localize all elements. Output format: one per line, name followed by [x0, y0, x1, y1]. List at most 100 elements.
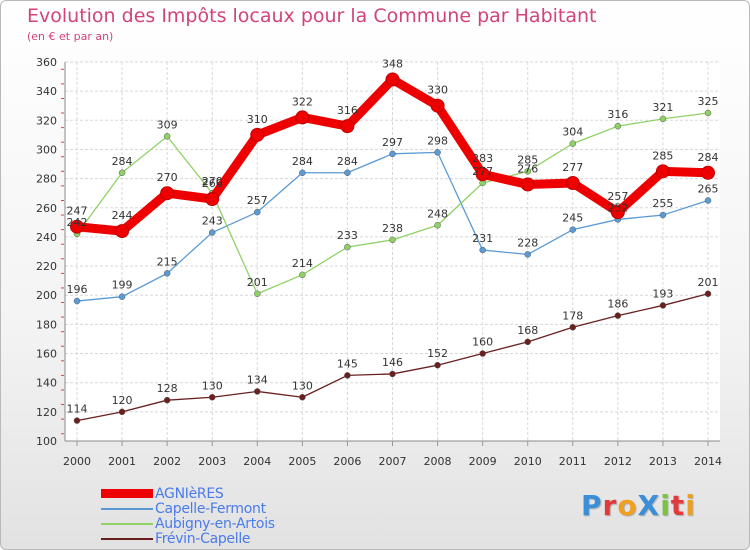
legend-swatch-frevin-capelle	[101, 537, 153, 540]
data-label-frevin-capelle: 114	[67, 403, 88, 416]
axes: 100 120 140 160 180 200 220 240 260 280 300 320 340 3…	[36, 56, 722, 468]
y-tick-label: 100	[36, 435, 57, 448]
data-label-aubigny-en-artois: 304	[562, 126, 583, 139]
data-point-agnieres	[430, 98, 445, 113]
logo-letter: X	[637, 489, 661, 522]
data-label-capelle-fermont: 257	[247, 194, 268, 207]
x-tick-label: 2014	[694, 455, 722, 468]
data-label-aubigny-en-artois: 285	[517, 153, 538, 166]
chart-subtitle: (en € et par an)	[27, 30, 114, 43]
data-point-aubigny-en-artois	[118, 169, 126, 177]
data-label-capelle-fermont: 265	[698, 182, 719, 195]
data-label-agnieres: 244	[112, 209, 133, 222]
x-tick-label: 2005	[288, 455, 316, 468]
data-point-aubigny-en-artois	[344, 243, 351, 251]
data-label-frevin-capelle: 130	[292, 379, 313, 392]
data-label-aubigny-en-artois: 248	[427, 207, 448, 220]
data-point-agnieres	[385, 72, 400, 87]
data-label-capelle-fermont: 252	[607, 201, 628, 214]
y-tick-label: 260	[36, 202, 57, 215]
data-point-frevin-capelle	[389, 370, 396, 378]
x-tick-label: 2002	[153, 455, 181, 468]
data-label-frevin-capelle: 186	[607, 298, 628, 311]
data-point-capelle-fermont	[704, 197, 712, 204]
logo-letter: i	[685, 489, 696, 522]
data-label-agnieres: 348	[382, 57, 403, 70]
x-tick-label: 2003	[198, 455, 226, 468]
data-label-aubigny-en-artois: 270	[202, 175, 223, 188]
data-point-agnieres	[565, 175, 580, 190]
data-point-agnieres	[475, 167, 490, 182]
legend-swatch-aubigny-en-artois	[101, 522, 153, 525]
data-label-aubigny-en-artois: 238	[382, 222, 403, 235]
y-tick-label: 280	[36, 173, 57, 186]
logo-letter: o	[617, 489, 638, 522]
y-tick-label: 220	[36, 260, 57, 273]
data-label-capelle-fermont: 255	[652, 197, 673, 210]
y-tick-label: 320	[36, 114, 57, 127]
data-label-agnieres: 330	[427, 84, 448, 97]
data-point-capelle-fermont	[569, 226, 577, 233]
data-point-agnieres	[610, 205, 625, 220]
data-point-frevin-capelle	[704, 290, 712, 298]
data-label-frevin-capelle: 146	[382, 356, 403, 369]
x-tick-label: 2013	[649, 455, 677, 468]
data-label-capelle-fermont: 199	[112, 279, 133, 292]
y-tick-label: 300	[36, 143, 57, 156]
data-point-agnieres	[160, 186, 175, 201]
data-point-agnieres	[205, 192, 220, 207]
data-label-aubigny-en-artois: 321	[652, 101, 673, 114]
data-label-capelle-fermont: 215	[157, 255, 178, 268]
data-label-frevin-capelle: 152	[427, 347, 448, 360]
legend-item-agnieres: AGNIèRES	[101, 485, 224, 502]
data-label-frevin-capelle: 178	[562, 309, 583, 322]
data-label-capelle-fermont: 297	[382, 136, 403, 149]
data-point-agnieres	[295, 110, 310, 125]
legend-swatch-capelle-fermont	[101, 507, 153, 510]
data-point-frevin-capelle	[344, 372, 351, 379]
data-point-frevin-capelle	[479, 350, 486, 357]
data-point-frevin-capelle	[524, 338, 531, 346]
data-label-frevin-capelle: 145	[337, 357, 358, 370]
data-point-aubigny-en-artois	[659, 115, 667, 123]
data-label-frevin-capelle: 193	[652, 287, 673, 300]
y-tick-label: 180	[36, 318, 57, 331]
data-point-capelle-fermont	[524, 251, 531, 258]
data-label-agnieres: 284	[698, 151, 719, 164]
data-label-aubigny-en-artois: 316	[607, 108, 628, 121]
legend-label-agnieres: AGNIèRES	[155, 485, 224, 502]
data-label-frevin-capelle: 128	[157, 382, 178, 395]
series-group	[70, 72, 715, 424]
data-point-capelle-fermont	[479, 246, 486, 254]
data-label-agnieres: 276	[517, 162, 538, 175]
logo-letter: i	[660, 489, 671, 522]
logo-letter: r	[602, 489, 618, 522]
y-tick-label: 200	[36, 289, 57, 302]
data-label-frevin-capelle: 160	[472, 336, 493, 349]
data-point-capelle-fermont	[208, 229, 216, 236]
data-point-frevin-capelle	[208, 394, 216, 401]
x-tick-label: 2011	[559, 455, 587, 468]
data-point-aubigny-en-artois	[569, 140, 577, 147]
data-label-frevin-capelle: 130	[202, 379, 223, 392]
data-point-frevin-capelle	[299, 394, 306, 401]
x-tick-label: 2007	[379, 455, 407, 468]
data-point-aubigny-en-artois	[524, 168, 531, 175]
data-label-agnieres: 310	[247, 113, 268, 126]
data-label-aubigny-en-artois: 277	[472, 165, 493, 178]
y-tick-label: 340	[36, 85, 57, 98]
legend-label-capelle-fermont: Capelle-Fermont	[155, 500, 266, 517]
data-point-agnieres	[250, 127, 265, 142]
data-label-capelle-fermont: 284	[337, 155, 358, 168]
data-point-aubigny-en-artois	[704, 109, 712, 117]
data-label-agnieres: 266	[202, 177, 223, 190]
data-point-frevin-capelle	[659, 302, 667, 309]
data-point-capelle-fermont	[118, 293, 126, 300]
data-point-capelle-fermont	[659, 211, 667, 219]
data-label-agnieres: 322	[292, 95, 313, 108]
data-point-capelle-fermont	[163, 270, 171, 277]
data-point-capelle-fermont	[254, 208, 261, 216]
